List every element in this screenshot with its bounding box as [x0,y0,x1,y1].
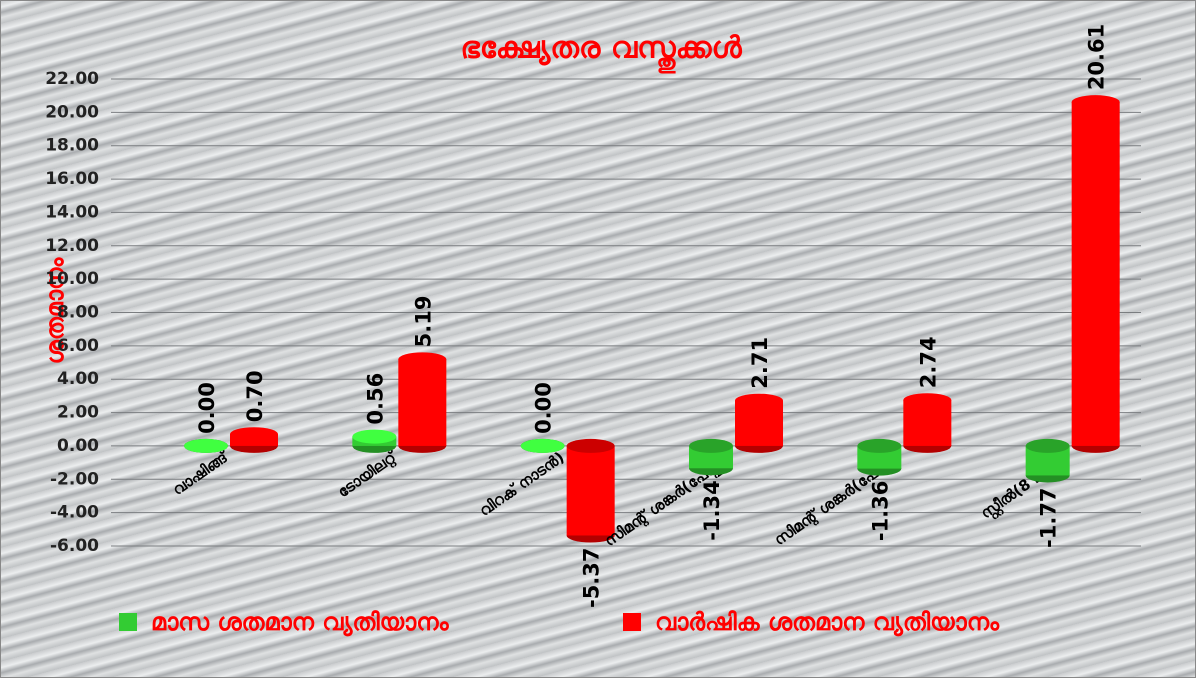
y-tick-label: 6.00 [57,336,99,356]
cylinder-body [1071,102,1120,446]
y-tick-label: 12.00 [45,236,99,256]
cylinder-body [735,400,783,446]
y-tick-label: -6.00 [50,536,99,556]
value-label: -5.37 [580,547,604,608]
y-tick-label: -2.00 [50,469,99,489]
y-tick-label: 10.00 [45,269,99,289]
cylinder-bar [184,438,228,453]
cylinder-top [352,429,397,444]
value-label: -1.34 [700,480,724,541]
y-tick-label: 14.00 [45,202,99,222]
value-label: 2.74 [916,336,940,388]
value-label: 0.00 [195,382,219,434]
cylinder-bar [398,352,447,453]
x-tick-label: വാഷിങ്ങ് [169,447,233,499]
cylinder-body [566,445,615,536]
x-tick-label: വിറക് നാടൻ) [476,448,568,520]
cylinder-bar [903,393,952,453]
value-label: 5.19 [411,296,435,348]
cylinder-bar [230,427,278,453]
value-label: -1.77 [1037,487,1061,548]
cylinder-bar [1071,95,1120,453]
legend-swatch [119,613,137,631]
cylinder-bar [857,438,902,476]
y-tick-label: 18.00 [45,136,99,156]
cylinder-top [184,438,228,453]
cylinder-bar [1025,438,1070,483]
cylinder-top [735,393,783,408]
y-tick-label: 16.00 [45,169,99,189]
value-label: 0.00 [532,382,556,434]
cylinder-top [520,438,565,453]
cylinder-top [689,438,733,453]
cylinder-top [903,393,952,408]
legend-label: വാർഷിക ശതമാന വ്യതിയാനം [655,608,1000,637]
y-tick-label: 22.00 [45,69,99,89]
cylinder-top [1071,95,1120,110]
y-tick-label: 0.00 [57,436,99,456]
x-tick-label: ടോയിലറ്റ് [334,447,402,502]
value-label: 0.56 [363,373,387,425]
cylinder-bar [520,438,565,453]
y-tick-label: 4.00 [57,369,99,389]
value-label: 0.70 [243,370,267,422]
cylinder-bar [689,438,733,476]
legend-label: മാസ ശതമാന വ്യതിയാനം [151,608,449,637]
y-tick-label: 20.00 [45,102,99,122]
cylinder-bar [352,429,397,453]
y-tick-label: -4.00 [50,503,99,523]
y-axis-label: ശതമാനം [41,257,69,365]
cylinder-bar [566,438,615,543]
cylinder-top [566,438,615,453]
value-label: 2.71 [748,337,772,389]
cylinder-body [398,359,447,446]
value-label: -1.36 [868,481,892,542]
cylinder-bar [735,393,783,453]
cylinder-top [1025,438,1070,453]
cylinder-top [398,352,447,367]
y-tick-label: 8.00 [57,303,99,323]
legend-swatch [623,613,641,631]
cylinder-top [230,427,278,442]
chart-title: ഭക്ഷ്യേതര വസ്തുക്കൾ [460,31,742,75]
y-tick-label: 2.00 [57,403,99,423]
cylinder-body [903,400,952,446]
cylinder-top [857,438,902,453]
value-label: 20.61 [1085,24,1109,90]
